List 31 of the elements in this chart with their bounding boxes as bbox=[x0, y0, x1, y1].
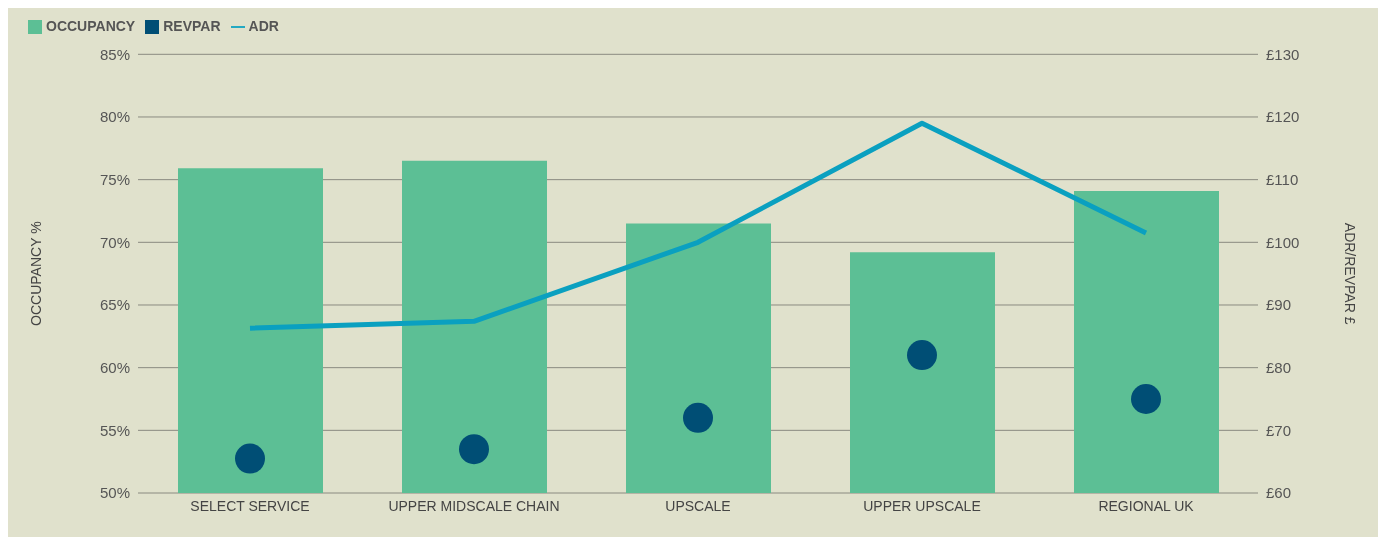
y2-axis-title: ADR/REVPAR £ bbox=[1342, 222, 1359, 325]
y2-tick-label: £70 bbox=[1266, 421, 1292, 439]
y-tick-label: 60% bbox=[99, 358, 130, 376]
point bbox=[907, 340, 937, 371]
legend-label: OCCUPANCY bbox=[46, 18, 136, 34]
x-tick-label: SELECT SERVICE bbox=[190, 497, 310, 514]
y2-tick-label: £80 bbox=[1266, 358, 1292, 376]
y-tick-label: 75% bbox=[99, 170, 130, 188]
legend-label: REVPAR bbox=[163, 18, 221, 34]
y-tick-label: 85% bbox=[99, 45, 130, 63]
x-tick-label: REGIONAL UK bbox=[1098, 497, 1195, 514]
legend-label: ADR bbox=[248, 18, 279, 34]
x-tick-label: UPPER MIDSCALE CHAIN bbox=[388, 497, 560, 514]
x-tick-label: UPPER UPSCALE bbox=[863, 497, 981, 514]
y2-tick-label: £130 bbox=[1266, 45, 1300, 63]
y-tick-label: 50% bbox=[99, 484, 130, 502]
y2-tick-label: £120 bbox=[1266, 108, 1300, 126]
y2-tick-label: £110 bbox=[1266, 170, 1299, 188]
point bbox=[459, 434, 489, 465]
y2-tick-label: £100 bbox=[1266, 233, 1300, 251]
y-tick-label: 65% bbox=[99, 296, 130, 314]
y-axis-title: OCCUPANCY % bbox=[27, 221, 44, 326]
y-tick-label: 70% bbox=[99, 233, 130, 251]
y2-tick-label: £60 bbox=[1266, 484, 1292, 502]
point bbox=[235, 443, 265, 474]
x-tick-label: UPSCALE bbox=[665, 497, 731, 514]
point bbox=[683, 402, 713, 433]
y-tick-label: 55% bbox=[99, 421, 130, 439]
y-tick-label: 80% bbox=[99, 108, 130, 126]
y2-tick-label: £90 bbox=[1266, 296, 1292, 314]
point bbox=[1131, 383, 1161, 414]
